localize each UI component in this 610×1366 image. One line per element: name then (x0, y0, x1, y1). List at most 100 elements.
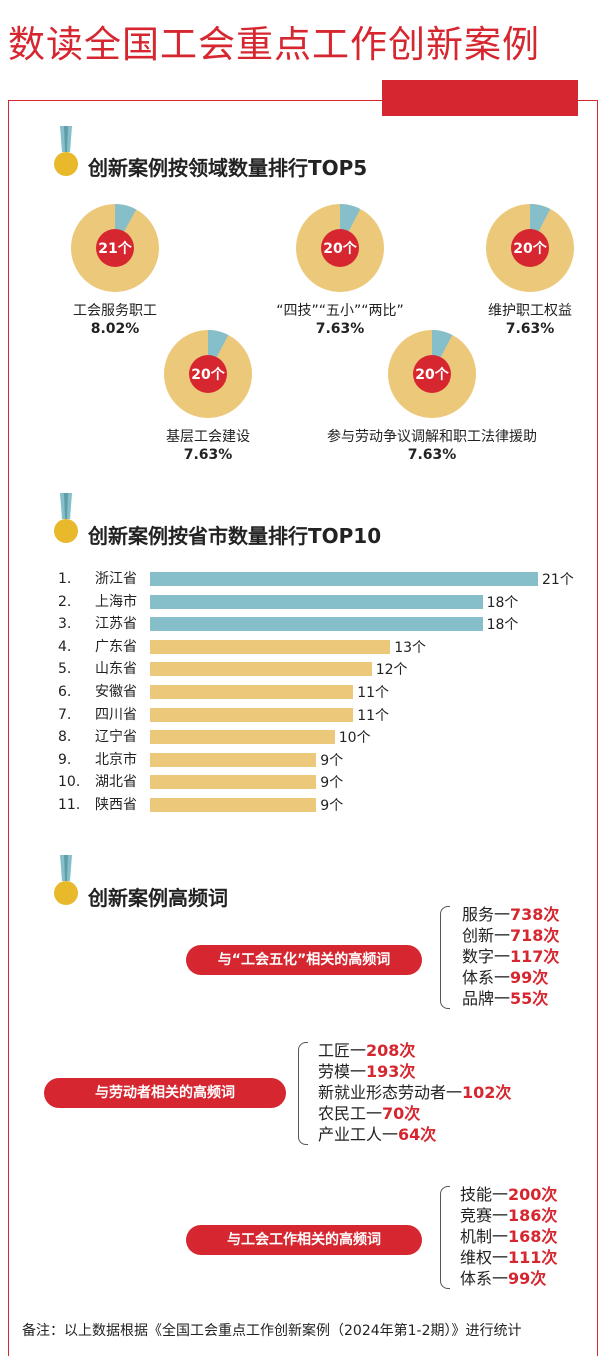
keyword-item: 技能一200次 (460, 1184, 557, 1205)
bar (150, 730, 335, 745)
province-label: 安徽省 (95, 684, 137, 700)
donut-count: 20个 (191, 366, 225, 383)
donut-percent: 7.63% (505, 321, 555, 337)
keyword-item: 数字一117次 (462, 946, 559, 967)
bar-value-label: 9个 (320, 775, 344, 792)
keyword-word: 新就业形态劳动者一 (318, 1083, 463, 1102)
rank-label: 9. (58, 751, 72, 768)
page-title: 数读全国工会重点工作创新案例 (8, 23, 540, 66)
keyword-count: 117次 (510, 947, 560, 966)
bar-row: 3. 江苏省 18个 (0, 614, 610, 634)
bar (150, 685, 354, 699)
donut-label: “四技”“五小”“两比” 7.63% (276, 302, 404, 338)
donut-label: 基层工会建设 7.63% (166, 428, 250, 464)
province-label: 山东省 (95, 661, 137, 678)
keyword-item: 产业工人一64次 (318, 1124, 511, 1145)
donut-chart: 20个 (486, 204, 574, 292)
medal-icon (54, 493, 78, 543)
province-label: 湖北省 (95, 774, 137, 791)
bar-value-label: 10个 (338, 730, 371, 747)
keyword-group-tag: 与“工会五化”相关的高频词 (186, 945, 422, 975)
bar-value-label: 12个 (375, 662, 408, 679)
rank-label: 1. (58, 571, 72, 587)
province-label: 上海市 (95, 593, 137, 610)
bar (150, 662, 372, 677)
bar-value-label: 9个 (320, 752, 344, 769)
keyword-word: 数字一 (462, 947, 511, 966)
province-label: 辽宁省 (95, 729, 137, 746)
bar (150, 639, 391, 654)
rank-label: 5. (58, 661, 72, 678)
keyword-count: 55次 (510, 989, 549, 1008)
bar-row: 2. 上海市 18个 (0, 592, 610, 612)
keyword-item: 品牌一55次 (462, 988, 559, 1009)
bar (150, 752, 317, 767)
keyword-item: 创新一718次 (462, 925, 559, 946)
keyword-item: 体系一99次 (462, 967, 559, 988)
donut-percent: 8.02% (90, 321, 140, 337)
keyword-item: 机制一168次 (460, 1226, 557, 1247)
medal-icon (54, 855, 78, 905)
keyword-bracket (298, 1042, 308, 1145)
keyword-count: 193次 (366, 1062, 416, 1081)
decorative-red-tab (382, 80, 578, 116)
keyword-count: 168次 (508, 1227, 558, 1246)
bar-value-label: 18个 (486, 594, 519, 611)
keyword-list: 工匠一208次 劳模一193次 新就业形态劳动者一102次 农民工一70次 产业工人一6… (318, 1040, 511, 1145)
donut-count: 20个 (323, 240, 357, 257)
keyword-count: 102次 (462, 1083, 512, 1102)
donut-center (96, 229, 134, 267)
bar-value-label: 11个 (357, 685, 390, 701)
bar (150, 707, 354, 722)
keyword-count: 70次 (382, 1104, 421, 1123)
bar-row: 8. 辽宁省 10个 (0, 727, 610, 747)
keyword-item: 农民工一70次 (318, 1103, 511, 1124)
bar-value-label: 11个 (357, 707, 390, 724)
bar-row: 7. 四川省 11个 (0, 705, 610, 725)
rank-label: 2. (58, 593, 72, 610)
bar-row: 1. 浙江省 21个 (0, 569, 610, 589)
bar-value-label: 13个 (394, 639, 427, 656)
rank-label: 10. (58, 774, 81, 791)
footnote: 备注：以上数据根据《全国工会重点工作创新案例（2024年第1-2期）》进行统计 (22, 1323, 522, 1339)
keyword-group-tag: 与劳动者相关的高频词 (44, 1078, 286, 1108)
donut-percent: 7.63% (315, 321, 365, 337)
donut-chart: 21个 (71, 204, 159, 292)
keyword-item: 竞赛一186次 (460, 1205, 557, 1226)
donut-center (321, 229, 359, 267)
content-frame (8, 100, 598, 1356)
keyword-word: 劳模一 (318, 1062, 367, 1081)
keyword-word: 竞赛一 (460, 1206, 509, 1225)
donut-domain-name: “四技”“五小”“两比” (276, 303, 404, 319)
rank-label: 8. (58, 729, 72, 746)
donut-domain-name: 维护职工权益 (488, 303, 572, 319)
keyword-count: 64次 (398, 1125, 437, 1144)
donut-label: 维护职工权益 7.63% (488, 302, 572, 338)
bar-row: 5. 山东省 12个 (0, 659, 610, 679)
keyword-word: 农民工一 (318, 1104, 383, 1123)
province-label: 北京市 (95, 751, 137, 768)
keyword-item: 劳模一193次 (318, 1061, 511, 1082)
donut-percent: 7.63% (183, 447, 233, 463)
donut-center (511, 229, 549, 267)
bar (150, 572, 538, 586)
keyword-bracket (440, 906, 450, 1009)
donut-chart: 20个 (296, 204, 384, 292)
keyword-item: 工匠一208次 (318, 1040, 511, 1061)
bar (150, 594, 483, 609)
bar (150, 775, 317, 790)
donut-label: 参与劳动争议调解和职工法律援助 7.63% (327, 428, 537, 464)
donut-count: 21个 (98, 240, 132, 257)
keyword-count: 200次 (508, 1185, 558, 1204)
keyword-word: 维权一 (460, 1248, 509, 1267)
keyword-count: 738次 (510, 905, 560, 924)
rank-label: 4. (58, 638, 72, 655)
bar-row: 11. 陕西省 9个 (0, 795, 610, 815)
keyword-word: 创新一 (462, 926, 511, 945)
province-label: 陕西省 (95, 797, 137, 813)
keyword-count: 99次 (508, 1269, 547, 1288)
donut-chart: 20个 (164, 330, 252, 418)
donut-center (189, 355, 227, 393)
bar-value-label: 18个 (486, 617, 519, 634)
rank-label: 3. (58, 616, 72, 633)
